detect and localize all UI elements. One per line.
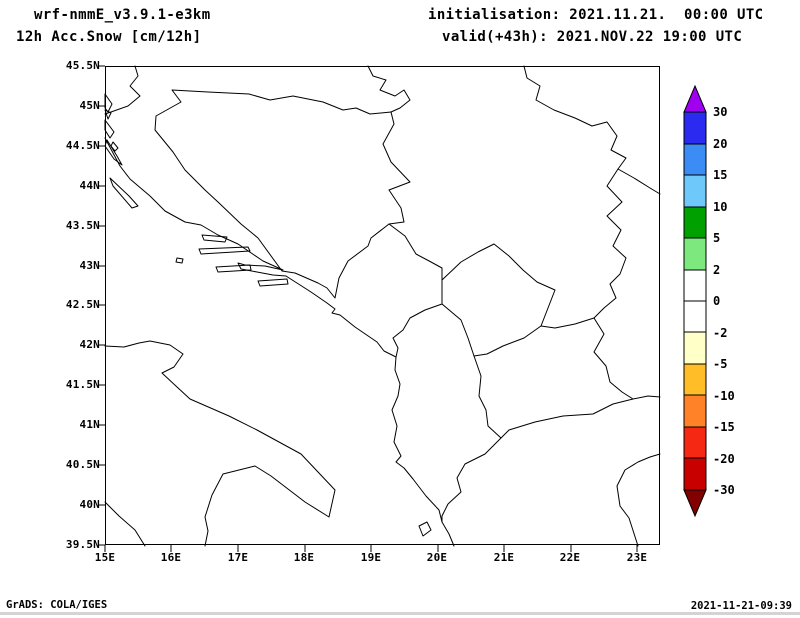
colorbar-segment [683, 300, 707, 333]
grads-credit: GrADS: COLA/IGES [6, 599, 108, 611]
colorbar-segment [683, 457, 707, 491]
coastline-adriatic-east [104, 137, 455, 547]
colorbar-segment [683, 426, 707, 459]
x-axis-label: 23E [626, 551, 648, 564]
y-axis-label: 40N [79, 498, 100, 511]
coastline-greece-thermaic [616, 453, 661, 547]
x-axis-label: 18E [293, 551, 315, 564]
border-montenegro-serbia [388, 223, 443, 281]
border-kosovo [441, 243, 556, 357]
y-axis-label: 44N [79, 179, 100, 192]
x-axis-label: 19E [360, 551, 382, 564]
border-serbia-bulgaria [593, 168, 627, 319]
colorbar-label: 5 [713, 231, 720, 245]
colorbar-label: -5 [713, 357, 727, 371]
coastline-italy-adriatic [104, 340, 336, 547]
colorbar-segment [683, 237, 707, 271]
render-timestamp: 2021-11-21-09:39 [690, 600, 792, 612]
border-croatia-serbia-danube [367, 65, 411, 113]
colorbar-top-arrow [683, 84, 707, 113]
model-version-title: wrf-nmmE_v3.9.1-e3km [34, 7, 211, 23]
colorbar-label: 0 [713, 294, 720, 308]
border-serbia-macedonia [540, 317, 595, 329]
colorbar-segment [683, 269, 707, 302]
y-axis-label: 45.5N [65, 59, 100, 72]
y-axis-label: 42.5N [65, 298, 100, 311]
border-macedonia-greece [500, 398, 634, 439]
colorbar-segment [683, 363, 707, 396]
colorbar-segment [683, 174, 707, 208]
colorbar-label: 2 [713, 263, 720, 277]
y-axis-label: 43N [79, 259, 100, 272]
border-albania-macedonia [473, 355, 502, 439]
border-macedonia-bulgaria [593, 317, 634, 400]
border-greece-bulgaria [632, 395, 661, 400]
valid-time: valid(+43h): 2021.NOV.22 19:00 UTC [442, 29, 743, 45]
x-axis-label: 17E [227, 551, 249, 564]
y-axis-label: 44.5N [65, 139, 100, 152]
colorbar-label: -20 [713, 452, 735, 466]
colorbar: 30 20 15 10 5 2 0 -2 -5 -10 -15 -20 -30 [683, 84, 735, 518]
map-plot [98, 65, 661, 552]
initialisation-time: initialisation: 2021.11.21. 00:00 UTC [428, 7, 764, 23]
product-title: 12h Acc.Snow [cm/12h] [16, 29, 202, 45]
x-axis-label: 15E [94, 551, 116, 564]
colorbar-label: 30 [713, 105, 727, 119]
coastline-italy-tyrrhenian [104, 501, 146, 547]
colorbar-label: 20 [713, 137, 727, 151]
axis-ticks [98, 65, 638, 552]
colorbar-bottom-arrow [683, 489, 707, 518]
border-slovenia-croatia [104, 65, 141, 115]
colorbar-segment [683, 143, 707, 176]
map-frame [105, 66, 660, 545]
y-axis-label: 42N [79, 338, 100, 351]
colorbar-label: -30 [713, 483, 735, 497]
colorbar-segment [683, 331, 707, 365]
colorbar-segment [683, 394, 707, 428]
colorbar-label: 15 [713, 168, 727, 182]
adriatic-islands [104, 93, 432, 537]
border-serbia-romania [523, 65, 661, 195]
colorbar-label: 10 [713, 200, 727, 214]
colorbar-label: -2 [713, 326, 727, 340]
y-axis-label: 41N [79, 418, 100, 431]
colorbar-segment [683, 206, 707, 239]
x-axis-label: 21E [493, 551, 515, 564]
border-bosnia-herzegovina [154, 89, 411, 299]
colorbar-label: -15 [713, 420, 735, 434]
colorbar-segment [683, 111, 707, 145]
border-montenegro-albania [392, 303, 443, 358]
y-axis-label: 43.5N [65, 219, 100, 232]
colorbar-label: -10 [713, 389, 735, 403]
border-albania-greece [441, 437, 502, 523]
y-axis-label: 41.5N [65, 378, 100, 391]
screenshot-bottom-edge [0, 612, 800, 615]
x-axis-label: 22E [559, 551, 581, 564]
y-axis-label: 45N [79, 99, 100, 112]
y-axis-label: 40.5N [65, 458, 100, 471]
x-axis-label: 16E [160, 551, 182, 564]
y-axis-label: 39.5N [65, 538, 100, 551]
x-axis-label: 20E [426, 551, 448, 564]
